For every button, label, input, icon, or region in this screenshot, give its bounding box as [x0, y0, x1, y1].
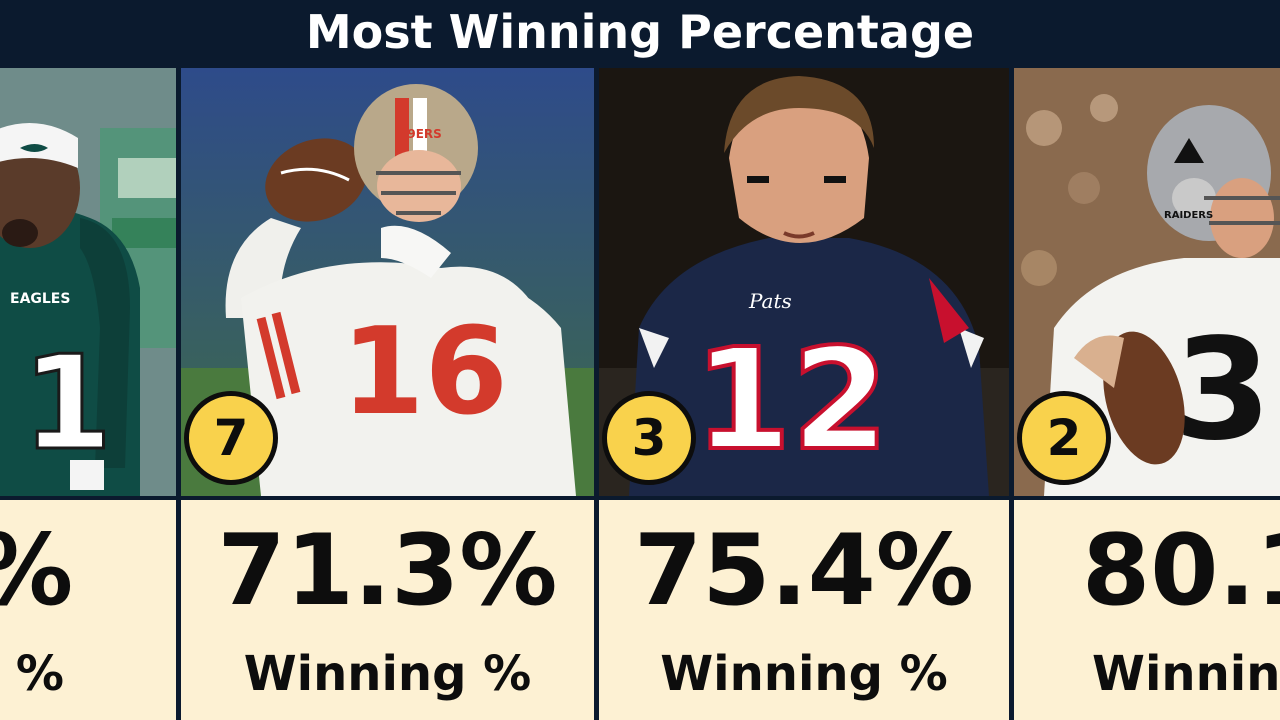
player-card-4: 3 RAIDERS 2 80.1 Winning — [1014, 68, 1280, 720]
winning-percentage-label-2: Winning % — [243, 646, 532, 702]
rank-number-3: 3 — [631, 409, 667, 467]
card-divider-3 — [1009, 68, 1014, 720]
title-bar: Most Winning Percentage — [0, 0, 1280, 68]
stat-panel-4: 80.1 Winning — [1014, 500, 1280, 720]
player-card-1: 1 EAGLES 5% ning % — [0, 68, 176, 720]
winning-percentage-label-1: ning % — [0, 646, 64, 702]
stat-panel-1: 5% ning % — [0, 500, 176, 720]
rank-number-4: 2 — [1046, 409, 1082, 467]
winning-percentage-value-1: 5% — [0, 522, 78, 620]
rank-badge-2: 7 — [184, 391, 278, 485]
team-mark-4: RAIDERS — [1164, 210, 1213, 221]
team-mark-3: Pats — [748, 289, 792, 313]
stat-panel-2: 71.3% Winning % — [181, 500, 594, 720]
rank-badge-4: 2 — [1017, 391, 1111, 485]
player-photo-1-illustration: 1 EAGLES — [0, 68, 176, 496]
rank-badge-3: 3 — [602, 391, 696, 485]
jersey-number-4: 3 — [1174, 309, 1271, 472]
player-card-3: 12 Pats 3 75.4% Winning % — [599, 68, 1009, 720]
stat-panel-3: 75.4% Winning % — [599, 500, 1009, 720]
page-title: Most Winning Percentage — [305, 5, 975, 59]
card-divider-1 — [176, 68, 181, 720]
winning-percentage-label-3: Winning % — [660, 646, 948, 702]
team-mark-1: EAGLES — [10, 291, 70, 307]
winning-percentage-value-3: 75.4% — [634, 514, 974, 628]
player-card-2: 16 49ERS 7 71.3% Winning % — [181, 68, 594, 720]
player-photo-1: 1 EAGLES — [0, 68, 176, 496]
jersey-number-3: 12 — [694, 319, 889, 482]
winning-percentage-value-2: 71.3% — [217, 514, 558, 628]
card-divider-2 — [594, 68, 599, 720]
rank-number-2: 7 — [213, 409, 249, 467]
winning-percentage-value-4: 80.1 — [1082, 514, 1280, 628]
jersey-number-1: 1 — [22, 327, 112, 479]
team-mark-2: 49ERS — [399, 127, 442, 141]
jersey-number-2: 16 — [341, 303, 508, 442]
winning-percentage-label-4: Winning — [1092, 646, 1280, 702]
